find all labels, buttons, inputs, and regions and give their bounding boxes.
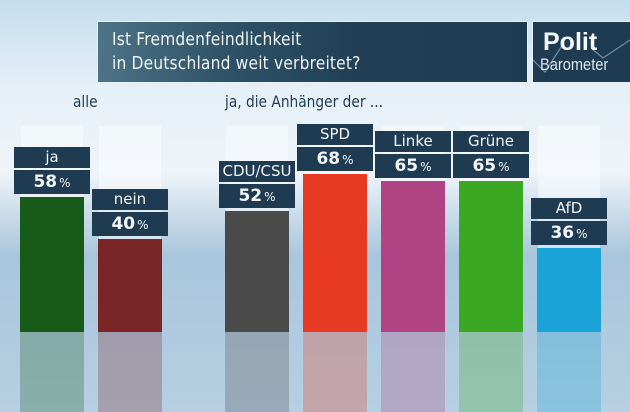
bar-ja: [20, 197, 84, 332]
chart-title-banner: Ist Fremdenfeindlichkeit in Deutschland …: [97, 21, 528, 83]
bar-value: 36: [550, 223, 575, 243]
bar-value: 68: [316, 149, 341, 169]
bar-value-unit: %: [59, 176, 71, 190]
bar-value: 65: [472, 156, 497, 176]
logo-text-barometer: Barometer: [540, 55, 609, 74]
bar-category-label: Grüne: [453, 131, 529, 152]
title-line-2: in Deutschland weit verbreitet?: [112, 53, 361, 74]
bar-value: 40: [111, 214, 136, 234]
bar-reflection: [381, 332, 445, 412]
bar-afd: [537, 248, 601, 332]
bar-value-label: 68%: [297, 147, 373, 171]
bar-value-unit: %: [498, 160, 510, 174]
logo-check-icon: [533, 39, 630, 73]
bar-category-label: nein: [92, 189, 168, 210]
bar-reflection: [537, 332, 601, 412]
bar-reflection: [20, 332, 84, 412]
bar-value-label: 36%: [531, 221, 607, 245]
bar-reflection: [225, 332, 289, 412]
bar-reflection: [303, 332, 367, 412]
bar-value: 58: [33, 172, 58, 192]
bar-value-unit: %: [137, 218, 149, 232]
bar-value: 52: [238, 186, 263, 206]
bar-reflection: [459, 332, 523, 412]
bar-category-label: ja: [14, 147, 90, 168]
bar-reflection: [98, 332, 162, 412]
bar-linke: [381, 181, 445, 332]
bar-value-unit: %: [420, 160, 432, 174]
bar-value: 65: [394, 156, 419, 176]
bar-category-label: SPD: [297, 124, 373, 145]
title-line-1: Ist Fremdenfeindlichkeit: [112, 29, 302, 50]
section-label-supporters: ja, die Anhänger der ...: [225, 92, 383, 111]
bar-value-label: 65%: [375, 154, 451, 178]
bar-value-label: 58%: [14, 170, 90, 194]
bar-nein: [98, 239, 162, 332]
bar-cdu-csu: [225, 211, 289, 332]
bar-value-label: 40%: [92, 212, 168, 236]
bar-category-label: AfD: [531, 198, 607, 219]
bar-spd: [303, 174, 367, 332]
bar-value-unit: %: [576, 227, 588, 241]
bar-value-label: 65%: [453, 154, 529, 178]
bar-category-label: Linke: [375, 131, 451, 152]
bar-gr-ne: [459, 181, 523, 332]
bar-value-unit: %: [342, 153, 354, 167]
bar-value-unit: %: [264, 190, 276, 204]
politbarometer-logo: Polit Barometer: [532, 21, 630, 83]
logo-text-polit: Polit: [543, 28, 598, 56]
section-label-all: alle: [73, 92, 98, 111]
bar-category-label: CDU/CSU: [219, 161, 295, 182]
bar-value-label: 52%: [219, 184, 295, 208]
